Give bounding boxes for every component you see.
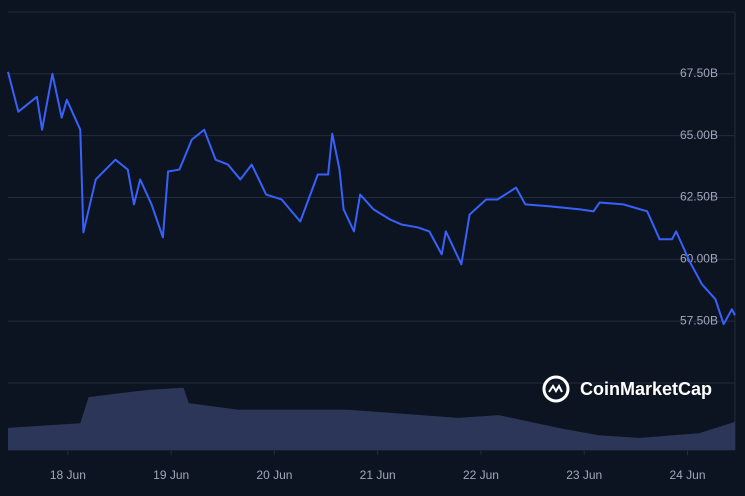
x-tick-label: 18 Jun <box>50 468 86 482</box>
y-tick-label: 67.50B <box>680 66 718 80</box>
x-tick-label: 23 Jun <box>566 468 602 482</box>
y-tick-label: 57.50B <box>680 313 718 327</box>
x-tick-label: 24 Jun <box>669 468 705 482</box>
volume-layer <box>8 387 735 450</box>
x-tick-label: 19 Jun <box>153 468 189 482</box>
x-tick-label: 21 Jun <box>360 468 396 482</box>
x-tick-label: 20 Jun <box>256 468 292 482</box>
y-tick-label: 62.50B <box>680 190 718 204</box>
price-line <box>7 71 736 326</box>
line-layer <box>7 71 736 326</box>
y-tick-label: 65.00B <box>680 128 718 142</box>
logo-icon-mark <box>548 383 563 393</box>
brand-name: CoinMarketCap <box>580 379 712 399</box>
x-tick-label: 22 Jun <box>463 468 499 482</box>
volume-area <box>8 387 735 450</box>
logo-icon <box>542 375 570 403</box>
logo: CoinMarketCap <box>542 375 712 403</box>
